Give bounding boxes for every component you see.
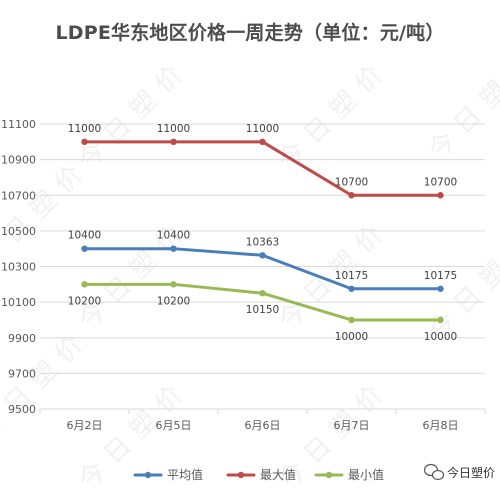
data-point (259, 138, 266, 146)
y-tick-label: 9500 (8, 403, 36, 416)
data-point (348, 285, 355, 292)
data-labels: 10400 10400 10363 10175 10175 11000 11000 11000… (68, 123, 457, 343)
legend-label: 平均值 (167, 467, 203, 482)
y-tick-label: 11100 (1, 118, 36, 131)
legend-label: 最大值 (260, 467, 296, 482)
y-tick-label: 9700 (8, 367, 36, 380)
y-axis-ticks: 9500 9700 9900 10100 10300 10500 10700 10900 111… (1, 118, 36, 416)
x-tick-label: 6月7日 (334, 419, 370, 432)
data-label: 11000 (246, 123, 279, 135)
data-point (81, 281, 88, 288)
x-tick-label: 6月2日 (67, 419, 103, 432)
watermark-text: 今日塑价 (73, 53, 196, 176)
data-label: 10000 (335, 331, 368, 343)
series-line (83, 140, 442, 197)
y-tick-label: 10100 (1, 296, 36, 309)
x-tick-label: 6月6日 (245, 419, 281, 432)
chart-title: LDPE华东地区价格一周走势（单位：元/吨） (55, 22, 445, 44)
legend-swatch-marker (237, 471, 245, 479)
y-tick-label: 10300 (1, 261, 36, 274)
logo-text: 今日塑价 (447, 465, 495, 480)
data-point (437, 285, 444, 292)
watermark-text: 今日塑价 (423, 43, 500, 166)
legend-swatch-marker (144, 471, 152, 479)
data-point (348, 316, 355, 324)
data-label: 10000 (424, 331, 457, 343)
grid-lines (40, 123, 485, 410)
data-point (259, 252, 266, 259)
series-layer (81, 138, 444, 324)
data-point (81, 245, 88, 252)
data-label: 10175 (335, 270, 368, 282)
data-label: 10400 (68, 230, 101, 242)
x-tick-label: 6月8日 (423, 419, 459, 432)
data-point (437, 192, 444, 199)
y-tick-label: 9900 (8, 332, 36, 345)
watermark-text: 今日塑价 (0, 153, 96, 276)
wechat-icon (423, 463, 445, 481)
data-label: 10200 (157, 295, 190, 307)
y-tick-label: 10700 (1, 189, 36, 202)
data-label: 10150 (246, 304, 279, 316)
data-label: 10700 (335, 176, 368, 188)
y-tick-label: 10500 (1, 225, 36, 238)
data-label: 10200 (68, 295, 101, 307)
brand-logo: 今日塑价 (423, 463, 495, 481)
data-point (170, 245, 177, 252)
data-point (348, 192, 355, 199)
data-point (170, 281, 177, 288)
data-point (170, 138, 177, 146)
data-label: 10700 (424, 176, 457, 188)
data-point (259, 290, 266, 297)
data-label: 10175 (424, 270, 457, 282)
legend-swatch-marker (325, 471, 333, 479)
legend: 平均值 最大值 最小值 (133, 467, 384, 482)
data-point (81, 138, 88, 146)
legend-label: 最小值 (348, 467, 384, 482)
data-label: 10363 (246, 236, 279, 248)
data-label: 10400 (157, 230, 190, 242)
watermark-text: 今日塑价 (423, 223, 500, 346)
y-tick-label: 10900 (1, 154, 36, 167)
data-label: 11000 (68, 123, 101, 135)
wechat-bubble-small (431, 469, 445, 481)
x-tick-label: 6月5日 (156, 419, 192, 432)
data-point (437, 316, 444, 324)
x-axis-ticks: 6月2日 6月5日 6月6日 6月7日 6月8日 (39, 409, 486, 432)
data-label: 11000 (157, 123, 190, 135)
